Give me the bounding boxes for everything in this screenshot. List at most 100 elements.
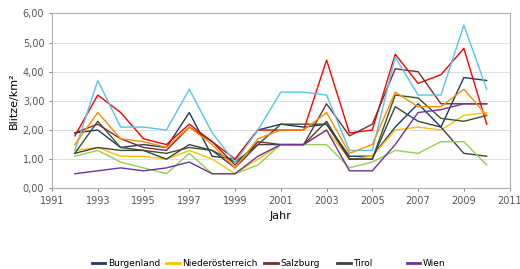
Kärnten [186, 123, 192, 126]
Kärnten [163, 143, 170, 146]
Tirol [72, 152, 78, 155]
Kärnten [72, 134, 78, 137]
Salzburg [140, 146, 147, 149]
Niederösterreich [209, 158, 215, 161]
Steiermark [346, 149, 353, 152]
Y-axis label: Blitze/km²: Blitze/km² [8, 73, 19, 129]
Steiermark [278, 91, 284, 94]
Niederösterreich [186, 149, 192, 152]
Tirol [209, 149, 215, 152]
Burgenland [163, 146, 170, 149]
Tirol [140, 149, 147, 152]
Kärnten [140, 137, 147, 140]
Österreich [369, 143, 375, 146]
Kärnten [438, 73, 444, 76]
Niederösterreich [323, 128, 330, 132]
Tirol [323, 120, 330, 123]
Steiermark [369, 149, 375, 152]
Steiermark [301, 91, 307, 94]
Line: Kärnten: Kärnten [75, 48, 487, 159]
Steiermark [484, 88, 490, 91]
Steiermark [232, 160, 238, 164]
Oberösterreich [118, 146, 124, 149]
Salzburg [255, 140, 261, 143]
Wien [72, 172, 78, 175]
Burgenland [346, 155, 353, 158]
Line: Burgenland: Burgenland [75, 77, 487, 159]
Burgenland [232, 158, 238, 161]
Oberösterreich [346, 158, 353, 161]
Steiermark [438, 93, 444, 97]
Wien [369, 169, 375, 172]
Tirol [369, 158, 375, 161]
Steiermark [323, 93, 330, 97]
Kärnten [392, 53, 398, 56]
Salzburg [118, 137, 124, 140]
Line: Oberösterreich: Oberösterreich [75, 95, 487, 162]
Kärnten [323, 58, 330, 62]
Österreich [232, 166, 238, 169]
Kärnten [461, 47, 467, 50]
Vorarlberg [323, 143, 330, 146]
Oberösterreich [415, 96, 421, 100]
Steiermark [95, 79, 101, 82]
Wien [346, 169, 353, 172]
Wien [209, 172, 215, 175]
Burgenland [415, 102, 421, 105]
Steiermark [140, 126, 147, 129]
Burgenland [369, 155, 375, 158]
Wien [140, 169, 147, 172]
Kärnten [369, 128, 375, 132]
Steiermark [118, 126, 124, 129]
Wien [323, 128, 330, 132]
Kärnten [484, 123, 490, 126]
Kärnten [301, 128, 307, 132]
Niederösterreich [118, 155, 124, 158]
Vorarlberg [415, 152, 421, 155]
Line: Österreich: Österreich [75, 89, 487, 168]
Niederösterreich [140, 155, 147, 158]
Oberösterreich [301, 123, 307, 126]
Vorarlberg [232, 172, 238, 175]
Oberösterreich [323, 123, 330, 126]
Vorarlberg [346, 166, 353, 169]
Salzburg [323, 102, 330, 105]
Österreich [72, 143, 78, 146]
Oberösterreich [392, 93, 398, 97]
Vorarlberg [438, 140, 444, 143]
Österreich [278, 128, 284, 132]
Line: Tirol: Tirol [75, 107, 487, 168]
Niederösterreich [484, 111, 490, 114]
Österreich [209, 143, 215, 146]
Wien [301, 143, 307, 146]
Vorarlberg [301, 143, 307, 146]
Line: Wien: Wien [75, 104, 487, 174]
Oberösterreich [438, 117, 444, 120]
Tirol [95, 146, 101, 149]
Österreich [301, 128, 307, 132]
Vorarlberg [255, 163, 261, 167]
Österreich [438, 105, 444, 108]
Oberösterreich [369, 158, 375, 161]
Wien [461, 102, 467, 105]
Vorarlberg [392, 149, 398, 152]
Österreich [186, 126, 192, 129]
Steiermark [72, 149, 78, 152]
Vorarlberg [95, 149, 101, 152]
Burgenland [392, 126, 398, 129]
Niederösterreich [438, 128, 444, 132]
Steiermark [461, 23, 467, 27]
Vorarlberg [209, 172, 215, 175]
Oberösterreich [484, 114, 490, 117]
Österreich [140, 140, 147, 143]
Tirol [415, 120, 421, 123]
Tirol [346, 158, 353, 161]
Österreich [255, 137, 261, 140]
Oberösterreich [72, 152, 78, 155]
Tirol [255, 143, 261, 146]
Vorarlberg [186, 152, 192, 155]
Kärnten [415, 82, 421, 85]
Oberösterreich [209, 149, 215, 152]
Oberösterreich [163, 152, 170, 155]
Kärnten [278, 128, 284, 132]
